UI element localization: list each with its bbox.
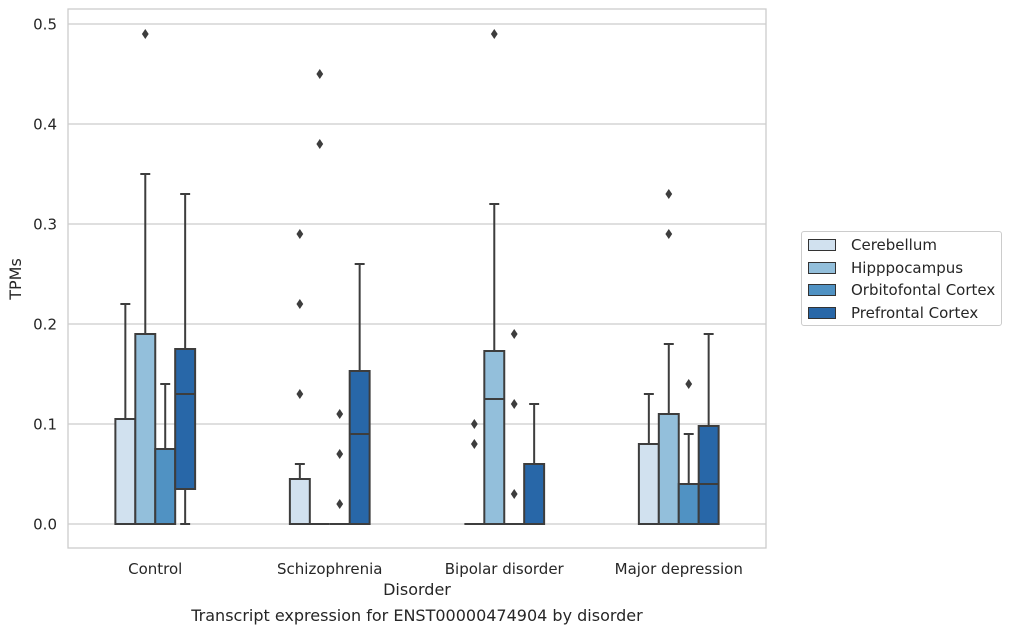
- legend-label-prefrontal: Prefrontal Cortex: [851, 304, 979, 322]
- y-tick-label: 0.2: [33, 316, 57, 334]
- legend-item-hippocampus: Hipppocampus: [808, 258, 963, 278]
- outlier-point: [296, 389, 304, 399]
- outlier-point: [470, 439, 478, 449]
- box-0-0: [114, 303, 137, 525]
- outlier-point: [685, 379, 693, 389]
- x-tick-label: Control: [128, 560, 182, 578]
- box-1-3: [348, 263, 371, 525]
- legend-swatch-hippocampus: [808, 262, 836, 274]
- legend-item-orbitofrontal: Orbitofontal Cortex: [808, 280, 995, 300]
- box-layer: [114, 29, 720, 525]
- box-2-3: [523, 403, 546, 525]
- plot-frame: [67, 8, 767, 549]
- legend-label-hippocampus: Hipppocampus: [851, 259, 964, 277]
- outlier-point: [665, 189, 673, 199]
- box-3-3: [697, 333, 720, 525]
- box-0-2: [154, 383, 177, 525]
- x-axis-label: Disorder: [383, 580, 451, 599]
- box-rect: [657, 413, 680, 525]
- legend-label-cerebellum: Cerebellum: [851, 236, 937, 254]
- legend-item-cerebellum: Cerebellum: [808, 235, 937, 255]
- box-rect: [697, 425, 720, 525]
- outlier-point: [510, 399, 518, 409]
- outlier-point: [510, 329, 518, 339]
- outlier-point: [336, 449, 344, 459]
- box-2-1: [483, 29, 506, 525]
- box-rect: [348, 370, 371, 525]
- box-2-0: [464, 419, 485, 525]
- box-3-1: [657, 189, 680, 525]
- x-tick-label: Bipolar disorder: [445, 560, 565, 578]
- box-0-1: [134, 29, 157, 525]
- box-1-0: [288, 229, 311, 525]
- y-tick-label: 0.4: [33, 116, 57, 134]
- x-tick-label: Major depression: [615, 560, 743, 578]
- box-rect: [154, 448, 177, 525]
- box-rect: [637, 443, 660, 525]
- box-3-2: [677, 379, 700, 525]
- outlier-point: [316, 69, 324, 79]
- x-tick-label: Schizophrenia: [277, 560, 382, 578]
- legend-swatch-prefrontal: [808, 307, 836, 319]
- outlier-point: [296, 229, 304, 239]
- y-tick-label: 0.3: [33, 216, 57, 234]
- box-rect: [174, 348, 197, 490]
- figure-caption: Transcript expression for ENST0000047490…: [191, 606, 643, 625]
- outlier-point: [296, 299, 304, 309]
- box-rect: [483, 350, 506, 525]
- legend-label-orbitofrontal: Orbitofontal Cortex: [851, 281, 996, 299]
- outlier-point: [470, 419, 478, 429]
- outlier-point: [665, 229, 673, 239]
- box-rect: [114, 418, 137, 525]
- box-1-2: [329, 409, 350, 525]
- legend-swatch-orbitofrontal: [808, 284, 836, 296]
- box-rect: [134, 333, 157, 525]
- box-rect: [523, 463, 546, 525]
- box-2-2: [504, 329, 525, 525]
- y-tick-label: 0.0: [33, 516, 57, 534]
- x-tick-labels: Control Schizophrenia Bipolar disorder Majo…: [128, 560, 743, 578]
- y-tick-label: 0.5: [33, 16, 57, 34]
- legend-swatch-cerebellum: [808, 239, 836, 251]
- outlier-point: [490, 29, 498, 39]
- box-0-3: [174, 193, 197, 525]
- outlier-point: [336, 409, 344, 419]
- box-1-1: [309, 69, 330, 525]
- box-rect: [677, 483, 700, 525]
- y-axis-label: TPMs: [6, 258, 25, 301]
- box-3-0: [637, 393, 660, 525]
- y-tick-label: 0.1: [33, 416, 57, 434]
- legend-item-prefrontal: Prefrontal Cortex: [808, 303, 978, 323]
- outlier-point: [510, 489, 518, 499]
- box-rect: [288, 478, 311, 525]
- y-tick-labels: 0.0 0.1 0.2 0.3 0.4 0.5: [33, 16, 57, 534]
- legend: Cerebellum Hipppocampus Orbitofontal Cor…: [801, 231, 1002, 326]
- outlier-point: [141, 29, 149, 39]
- outlier-point: [316, 139, 324, 149]
- outlier-point: [336, 499, 344, 509]
